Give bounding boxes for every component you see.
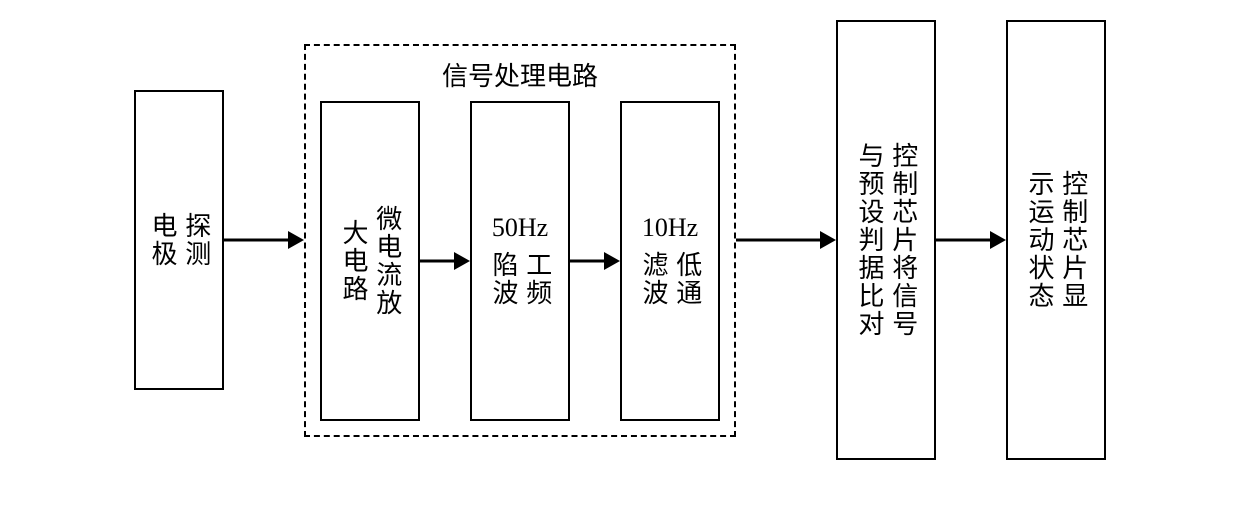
group-inner: 微电流放大电路 50Hz 工频陷波 10Hz 低通滤波 <box>320 101 720 421</box>
block-10hz-lowpass: 10Hz 低通滤波 <box>620 101 720 421</box>
block-50hz-notch: 50Hz 工频陷波 <box>470 101 570 421</box>
block-display-state: 控制芯片显示运动状态 <box>1006 20 1106 460</box>
arrow-5 <box>936 229 1006 251</box>
arrow-3 <box>570 250 620 272</box>
group-title: 信号处理电路 <box>442 56 598 93</box>
block-compare-preset: 控制芯片将信号与预设判据比对 <box>836 20 936 460</box>
block-label: 微电流放大电路 <box>336 201 404 321</box>
signal-processing-group: 信号处理电路 微电流放大电路 50Hz 工频陷波 10Hz 低通滤波 <box>304 44 736 437</box>
block-microcurrent-amp: 微电流放大电路 <box>320 101 420 421</box>
block-cjk: 工频陷波 <box>486 249 554 309</box>
block-detect-electrode: 探测电极 <box>134 90 224 390</box>
block-latin: 50Hz <box>492 212 548 243</box>
block-label: 控制芯片将信号与预设判据比对 <box>852 135 920 345</box>
arrow-4 <box>736 229 836 251</box>
signal-flow-diagram: 探测电极 信号处理电路 微电流放大电路 50Hz 工频陷波 10Hz 低通滤波 <box>20 20 1220 460</box>
arrow-2 <box>420 250 470 272</box>
arrow-1 <box>224 229 304 251</box>
block-label: 探测电极 <box>145 210 213 270</box>
block-latin: 10Hz <box>642 212 698 243</box>
block-label: 控制芯片显示运动状态 <box>1022 165 1090 315</box>
block-cjk: 低通滤波 <box>636 249 704 309</box>
